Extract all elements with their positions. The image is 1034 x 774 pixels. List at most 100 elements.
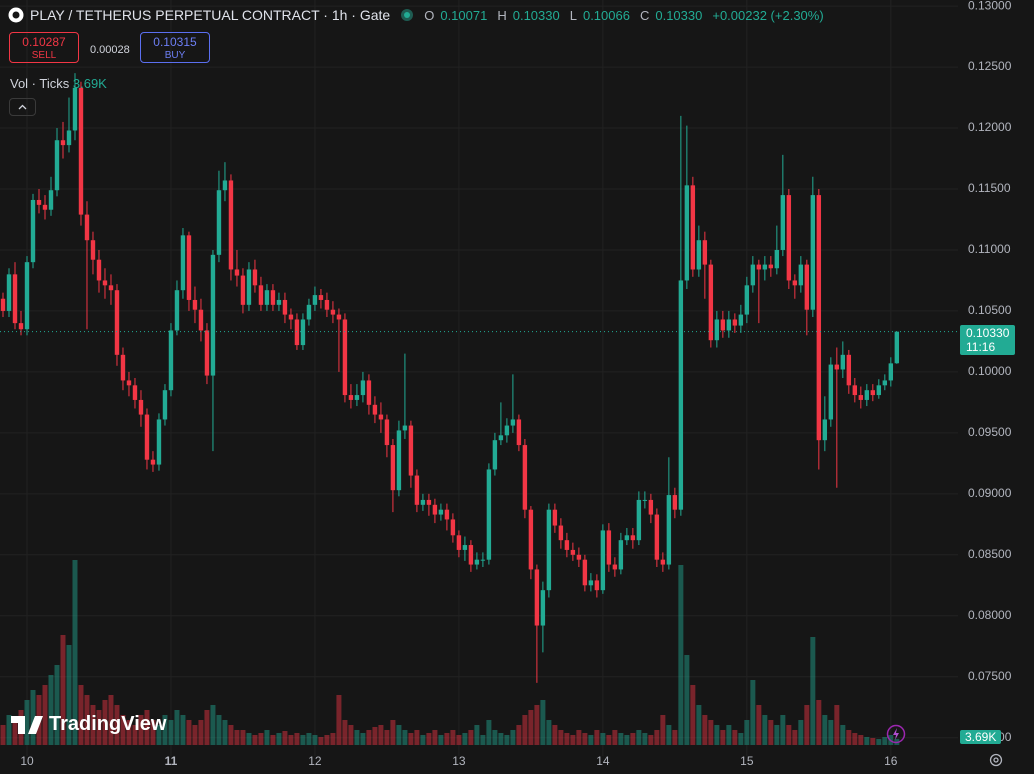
buy-button[interactable]: 0.10315 BUY bbox=[140, 32, 210, 63]
candle-body bbox=[432, 504, 438, 515]
candle-body bbox=[444, 509, 450, 520]
y-tick-label: 0.09000 bbox=[968, 486, 1012, 500]
candle-body bbox=[414, 475, 420, 505]
volume-bar bbox=[708, 720, 714, 745]
candle-body bbox=[474, 559, 480, 565]
volume-bar bbox=[750, 680, 756, 745]
volume-bar bbox=[678, 565, 684, 745]
collapse-button[interactable] bbox=[9, 98, 36, 116]
candle-body bbox=[768, 264, 774, 269]
volume-bar bbox=[810, 637, 816, 745]
sell-price: 0.10287 bbox=[22, 35, 66, 49]
candle-body bbox=[258, 285, 264, 305]
candle-body bbox=[702, 240, 708, 265]
volume-bar bbox=[582, 733, 588, 745]
candle-body bbox=[90, 240, 96, 260]
volume-bar bbox=[486, 720, 492, 745]
legend-key: C bbox=[639, 7, 650, 23]
candle-body bbox=[18, 323, 24, 330]
candle-body bbox=[180, 235, 186, 291]
volume-bar bbox=[0, 725, 6, 745]
volume-bar bbox=[726, 725, 732, 745]
candle-body bbox=[306, 304, 312, 320]
candle-body bbox=[636, 499, 642, 541]
volume-bar bbox=[282, 731, 288, 745]
candle-body bbox=[84, 214, 90, 241]
volume-bar bbox=[276, 733, 282, 745]
alert-icon[interactable] bbox=[886, 724, 906, 744]
volume-bar bbox=[162, 715, 168, 745]
settings-icon[interactable] bbox=[988, 752, 1004, 768]
candle-body bbox=[612, 564, 618, 570]
volume-bar bbox=[24, 700, 30, 745]
volume-bar bbox=[378, 725, 384, 745]
candle-body bbox=[330, 309, 336, 315]
volume-bar bbox=[90, 705, 96, 745]
candle-body bbox=[336, 314, 342, 320]
y-tick-label: 0.08500 bbox=[968, 547, 1012, 561]
candle-body bbox=[864, 390, 870, 400]
candle-body bbox=[732, 319, 738, 326]
candle-body bbox=[372, 404, 378, 415]
candle-body bbox=[762, 264, 768, 270]
candle-body bbox=[246, 269, 252, 305]
change: +0.00232 (+2.30%) bbox=[712, 7, 824, 23]
sell-label: SELL bbox=[31, 50, 57, 61]
volume-bar bbox=[516, 725, 522, 745]
candle-body bbox=[888, 363, 894, 381]
candle-body bbox=[606, 530, 612, 565]
candle-body bbox=[288, 314, 294, 320]
volume-bar bbox=[66, 645, 72, 745]
volume-bar bbox=[444, 733, 450, 745]
candle-body bbox=[312, 295, 318, 305]
volume-bar bbox=[300, 735, 306, 745]
volume-bar bbox=[354, 730, 360, 745]
legend-key: L bbox=[569, 7, 577, 23]
candle-body bbox=[798, 264, 804, 286]
volume-bar bbox=[870, 738, 876, 745]
volume-bar bbox=[360, 733, 366, 745]
candle-body bbox=[666, 495, 672, 565]
volume-bar bbox=[756, 705, 762, 745]
candle-body bbox=[270, 290, 276, 305]
volume-bar bbox=[426, 733, 432, 745]
candle-body bbox=[42, 204, 48, 210]
candle-body bbox=[528, 509, 534, 570]
volume-bar bbox=[42, 685, 48, 745]
candle-body bbox=[876, 385, 882, 396]
candle-body bbox=[102, 280, 108, 286]
volume-bar bbox=[558, 730, 564, 745]
candle-body bbox=[540, 590, 546, 626]
volume-bar bbox=[456, 735, 462, 745]
sell-button[interactable]: 0.10287 SELL bbox=[9, 32, 79, 63]
symbol-logo bbox=[8, 7, 24, 23]
candle-body bbox=[738, 314, 744, 326]
volume-bar bbox=[630, 733, 636, 745]
volume-bar bbox=[612, 730, 618, 745]
candle-body bbox=[78, 87, 84, 215]
candle-body bbox=[792, 280, 798, 286]
candle-body bbox=[420, 499, 426, 505]
candle-body bbox=[846, 354, 852, 386]
candle-body bbox=[786, 195, 792, 281]
volume-bar bbox=[270, 735, 276, 745]
candle-body bbox=[426, 499, 432, 505]
candle-body bbox=[684, 185, 690, 281]
volume-bar bbox=[474, 725, 480, 745]
candle-body bbox=[756, 264, 762, 270]
candle-body bbox=[126, 380, 132, 386]
x-tick-label: 14 bbox=[596, 754, 610, 768]
candle-body bbox=[6, 274, 12, 311]
volume-bar bbox=[792, 730, 798, 745]
buy-label: BUY bbox=[164, 50, 186, 61]
volume-bar bbox=[438, 735, 444, 745]
x-tick-label: 16 bbox=[884, 754, 898, 768]
candle-body bbox=[852, 385, 858, 396]
candle-body bbox=[456, 535, 462, 550]
x-tick-label: 10 bbox=[20, 754, 34, 768]
legend-value: 0.10330 bbox=[512, 7, 560, 23]
y-tick-label: 0.11000 bbox=[968, 242, 1011, 256]
candle-body bbox=[378, 414, 384, 420]
volume-bar bbox=[798, 720, 804, 745]
header: PLAY / TETHERUS PERPETUAL CONTRACT · 1h … bbox=[8, 7, 828, 23]
